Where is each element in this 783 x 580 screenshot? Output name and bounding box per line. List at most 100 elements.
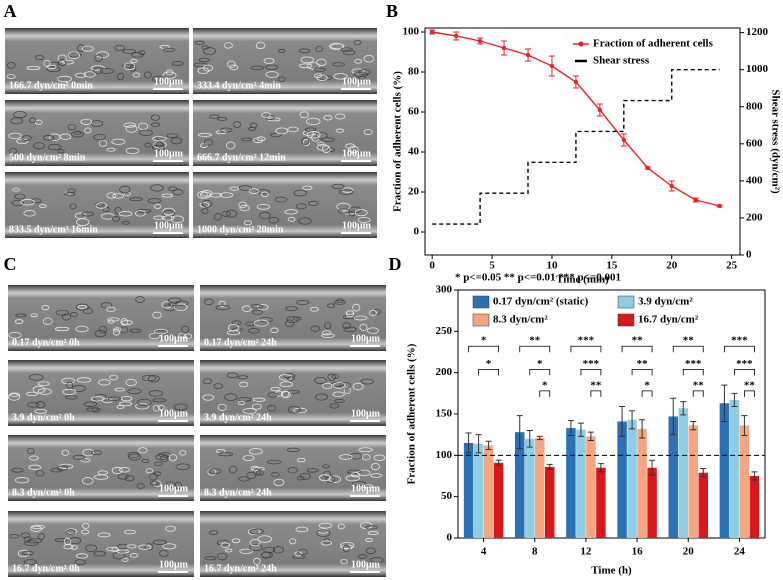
cell [168,302,178,307]
point [669,183,674,189]
cell [154,203,161,209]
y-tick-label: 200 [436,366,453,378]
cell [208,468,222,475]
cell [124,475,135,482]
cell [93,133,106,141]
cell [217,403,227,412]
cell [90,450,103,456]
cell [323,115,333,121]
error-bar [516,415,523,450]
cell [309,306,319,312]
micrograph: 16.7 dyn/cm² 0h 100μm [8,511,194,577]
error-bar [526,430,533,448]
cell [350,472,361,478]
cell [345,475,360,482]
error-bar [721,384,728,422]
cell [83,71,96,78]
scale-label: 100μm [159,559,189,570]
cell [117,543,129,550]
cell [107,396,121,401]
cell [253,557,261,565]
cell [201,208,209,214]
cell [85,544,98,553]
micrograph: 8.3 dyn/cm² 24h 100μm [200,435,386,501]
cell [130,58,138,64]
cell [269,132,283,138]
cell [330,43,345,50]
image-caption: 8.3 dyn/cm² 24h [204,487,272,498]
cell [148,332,161,340]
cell [274,196,288,203]
cell [325,475,336,484]
cell [32,142,46,150]
significance-bracket [478,368,499,376]
cell [256,470,264,476]
cell [333,73,348,80]
cell [67,124,77,131]
significance-bracket [734,368,755,376]
point [429,29,435,35]
cell [232,327,243,332]
cell [345,310,355,317]
cell [72,454,86,460]
cell [337,208,350,214]
micrograph: 666.7 dyn/cm² 12min 100μm [193,100,377,166]
significance-stars: * [542,379,548,391]
cell [23,210,36,217]
cell [332,382,346,389]
cell [122,48,137,54]
cell [218,300,226,307]
image-caption: 500 dyn/cm² 8min [9,152,86,163]
cell [340,541,355,550]
cell [82,307,94,315]
cell [85,407,100,412]
cell [286,447,300,452]
cell [150,184,164,192]
cell [147,375,160,383]
cell [136,483,145,489]
cell [346,469,362,474]
cell [39,204,47,209]
cell [23,536,32,543]
cell [114,206,122,215]
cell [129,65,137,72]
cell [42,135,55,141]
error-bar [475,434,482,454]
significance-bracket [682,368,704,376]
cell [337,523,345,530]
cell [150,122,161,127]
cell [365,547,376,555]
cell [106,547,119,552]
cell [220,127,233,133]
cell [34,54,45,61]
cell [322,330,332,336]
cell [298,217,312,225]
cell [77,304,88,309]
significance-bracket [590,390,602,397]
cell [121,220,131,225]
cell [304,127,317,132]
x-tick-label: 8 [532,546,538,558]
cell [61,449,70,456]
significance-stars: * [537,358,543,370]
cell [278,374,293,381]
cell [81,529,90,535]
cell [299,472,311,480]
cell [217,116,228,121]
cell [14,477,30,484]
micrograph: 0.17 dyn/cm² 24h 100μm [200,285,386,351]
cell [342,314,357,320]
cell [69,312,79,317]
cell [295,203,307,210]
cell [249,543,263,552]
legend-label: 0.17 dyn/cm² (static) [493,296,589,308]
cell [57,54,67,63]
cell [150,114,161,121]
cell [318,474,331,482]
cell [125,125,138,133]
bar [576,429,586,538]
cell [252,309,264,315]
significance-stars: ** [529,335,541,347]
panel-label: C [4,254,17,274]
cell [314,73,323,79]
